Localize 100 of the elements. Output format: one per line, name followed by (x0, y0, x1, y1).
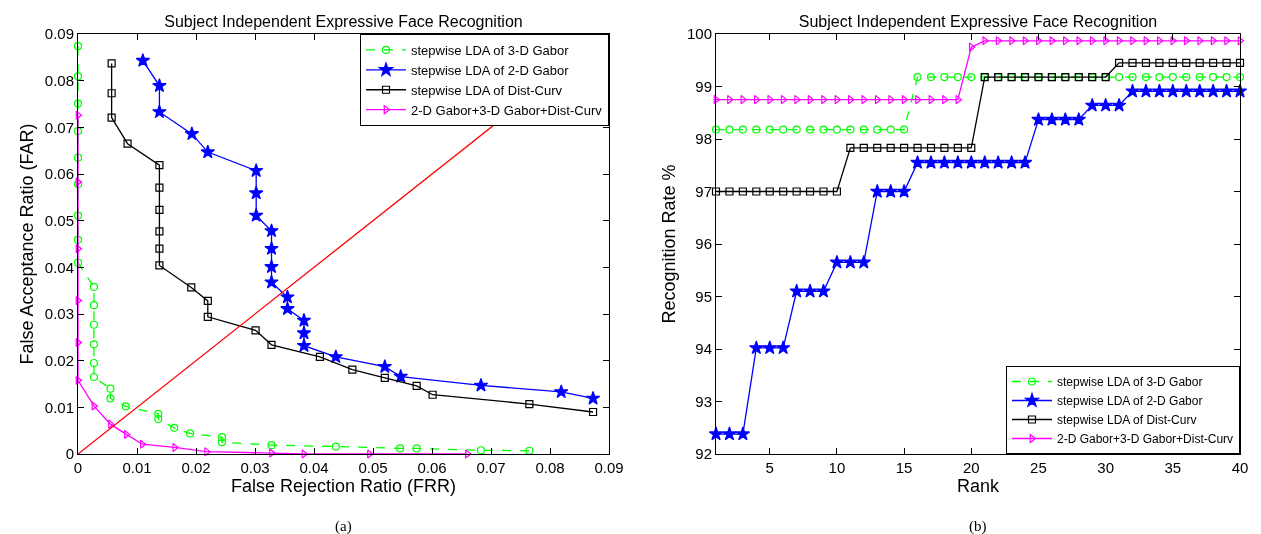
point (251, 326, 260, 335)
point (937, 155, 952, 169)
y-tick-label: 92 (695, 445, 712, 463)
point (155, 183, 164, 192)
y-tick-label: 0.01 (44, 398, 74, 416)
point (856, 254, 872, 269)
y-tick-label: 96 (695, 235, 712, 253)
x-tick-label: 40 (1231, 459, 1249, 476)
point (1183, 36, 1191, 46)
x-tick-label: 0.08 (535, 459, 565, 476)
point (1017, 155, 1033, 169)
point (900, 125, 909, 134)
point (1138, 83, 1154, 98)
point (75, 337, 83, 348)
point (280, 289, 295, 304)
point (1044, 111, 1060, 126)
point (953, 143, 962, 153)
point (184, 126, 200, 141)
point (1084, 97, 1100, 112)
point (926, 143, 936, 153)
point (1152, 83, 1167, 98)
point (1130, 36, 1137, 46)
point (913, 143, 922, 153)
point (393, 368, 408, 383)
point (886, 143, 895, 153)
point (765, 187, 774, 196)
point (106, 394, 115, 403)
point (762, 340, 777, 355)
point (412, 381, 421, 390)
point (1114, 58, 1124, 67)
point (135, 53, 151, 67)
point (1165, 83, 1181, 98)
point (123, 139, 132, 148)
y-axis-title: Recognition Rate % (659, 164, 680, 324)
point (1111, 97, 1127, 112)
point (816, 283, 831, 298)
x-tick-label: 0.09 (594, 459, 624, 476)
point (1237, 36, 1245, 46)
point (377, 359, 393, 373)
point (805, 187, 815, 196)
point (89, 282, 99, 292)
point (264, 274, 279, 289)
point (819, 125, 828, 134)
point (802, 283, 818, 298)
x-axis-title: Rank (956, 476, 1000, 497)
point (152, 78, 167, 93)
point (869, 183, 885, 198)
point (73, 258, 83, 267)
legend-label: stepwise LDA of Dist-Curv (1057, 413, 1197, 428)
point (1128, 58, 1137, 67)
point (807, 94, 815, 105)
point (940, 72, 949, 82)
point (1232, 83, 1248, 98)
point (1022, 36, 1030, 46)
point (1089, 36, 1097, 46)
x-tick-label: 0.04 (299, 459, 329, 476)
point (749, 340, 764, 355)
point (928, 94, 936, 105)
point (121, 402, 130, 411)
point (301, 449, 309, 459)
point (296, 338, 312, 352)
point (1143, 36, 1151, 46)
point (585, 390, 601, 405)
point (1116, 36, 1124, 46)
point (982, 36, 989, 46)
point (752, 125, 761, 134)
point (738, 125, 747, 134)
point (1141, 58, 1151, 67)
point (1098, 97, 1113, 112)
point (75, 295, 83, 306)
chart-title: Subject Independent Expressive Face Recognition (798, 13, 1158, 31)
point (155, 161, 164, 170)
point (1182, 72, 1191, 82)
point (155, 205, 164, 215)
point (886, 125, 895, 134)
point (967, 143, 976, 153)
text: (a) (335, 518, 352, 534)
y-tick-label: 0.04 (44, 258, 74, 276)
y-tick-label: 0.08 (44, 71, 74, 89)
point (108, 419, 115, 429)
point (1103, 36, 1110, 46)
y-tick-label: 0.05 (44, 211, 74, 229)
x-tick-label: 20 (962, 459, 980, 476)
point (843, 254, 858, 269)
point (725, 125, 734, 134)
point (753, 94, 761, 105)
point (752, 187, 761, 196)
point (155, 227, 164, 236)
point (964, 155, 979, 169)
y-tick-label: 99 (695, 77, 712, 95)
point (834, 94, 842, 105)
point (154, 409, 163, 418)
point (553, 384, 569, 399)
y-tick-label: 0.03 (44, 305, 74, 323)
y-tick-label: 98 (695, 130, 712, 148)
point (396, 444, 405, 453)
point (968, 42, 976, 52)
point (1222, 58, 1231, 67)
point (967, 72, 976, 82)
point (1235, 58, 1245, 67)
